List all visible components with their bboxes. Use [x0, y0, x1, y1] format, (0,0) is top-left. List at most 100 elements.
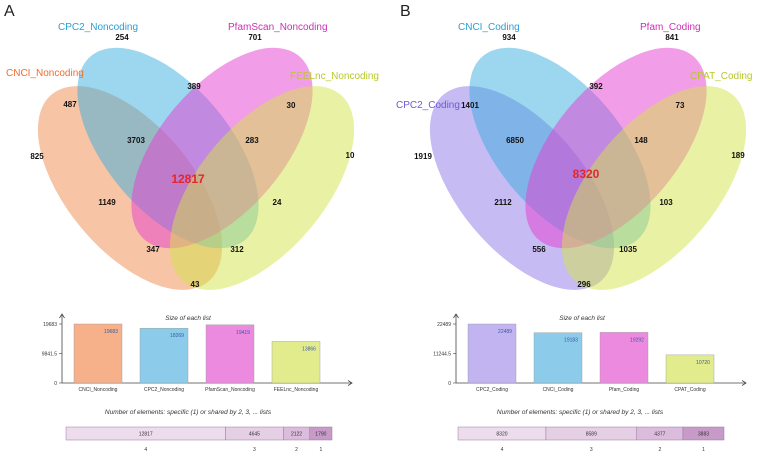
- size-chart-bar: [467, 323, 517, 384]
- venn-a-region-13: 312: [230, 245, 244, 254]
- size-chart-category-label: PfamScan_Noncoding: [205, 387, 255, 393]
- shared-chart-level-label: 1: [319, 447, 322, 453]
- venn-a-region-9: 10: [346, 151, 355, 160]
- venn-b-region-11: 2112: [494, 198, 512, 207]
- venn-b-region-3: 392: [589, 82, 603, 91]
- shared-chart-segment-value: 4645: [249, 431, 260, 437]
- size-chart-y-tick-label: 0: [54, 381, 57, 387]
- venn-a-region-5: 30: [287, 101, 296, 110]
- shared-chart-title: Number of elements: specific (1) or shar…: [497, 409, 664, 416]
- venn-b: CPC2_Coding CNCI_Coding Pfam_Coding CPAT…: [396, 22, 752, 290]
- venn-b-region-6: 1919: [414, 152, 432, 161]
- venn-a: CNCI_Noncoding CPC2_Noncoding PfamScan_N…: [6, 22, 379, 290]
- venn-a-region-12: 347: [146, 245, 160, 254]
- size-chart-bar-value: 10720: [696, 360, 710, 366]
- venn-a-region-4: 389: [187, 82, 201, 91]
- venn-a-region-14: 24: [273, 198, 282, 207]
- shared-chart-b: Number of elements: specific (1) or shar…: [457, 409, 725, 453]
- venn-a-label-4: FEELnc_Noncoding: [290, 71, 379, 82]
- venn-a-label-3: PfamScan_Noncoding: [228, 22, 328, 33]
- venn-b-region-9: 189: [731, 151, 745, 160]
- shared-chart-segment-value: 3883: [698, 431, 709, 437]
- venn-b-region-15: 296: [577, 280, 591, 289]
- venn-a-region-1: 254: [115, 33, 129, 42]
- venn-a-region-11: 1149: [98, 198, 116, 207]
- shared-chart-level-label: 3: [590, 447, 593, 453]
- size-chart-title: Size of each list: [165, 315, 212, 322]
- size-chart-y-tick-label: 19683: [43, 322, 57, 328]
- venn-b-region-14: 1035: [619, 245, 637, 254]
- size-chart-category-label: FEELnc_Noncoding: [274, 387, 319, 393]
- size-chart-bar-value: 22489: [498, 329, 512, 335]
- panel-b: B CPC2_Coding CNCI_Coding Pfam_Coding CP…: [396, 3, 752, 453]
- shared-chart-segment-value: 4377: [654, 431, 665, 437]
- size-chart-y-tick-label: 11244.5: [433, 352, 451, 358]
- size-chart-b: Size of each list 22489 11244.5 0 22489 CPC2_…: [433, 313, 747, 393]
- venn-b-region-13: 556: [532, 245, 546, 254]
- shared-chart-segment-value: 1790: [315, 431, 326, 437]
- size-chart-bar: [271, 341, 321, 384]
- venn-a-label-1: CNCI_Noncoding: [6, 68, 84, 79]
- size-chart-y-arrow: [59, 313, 65, 319]
- shared-chart-level-label: 3: [253, 447, 256, 453]
- venn-a-region-8: 283: [245, 136, 259, 145]
- size-chart-bar: [139, 328, 189, 384]
- size-chart-category-label: Pfam_Coding: [609, 387, 640, 393]
- venn-b-region-2: 841: [665, 33, 679, 42]
- size-chart-bar: [205, 324, 255, 384]
- venn-a-ellipse-4: [169, 86, 355, 290]
- size-chart-bar: [73, 323, 123, 384]
- shared-chart-level-label: 2: [295, 447, 298, 453]
- venn-b-label-4: CPAT_Coding: [690, 71, 752, 82]
- size-chart-category-label: CNCI_Coding: [543, 387, 574, 393]
- shared-chart-segment: [309, 426, 333, 441]
- size-chart-bar-value: 19419: [236, 330, 250, 336]
- venn-b-label-1: CPC2_Coding: [396, 100, 460, 111]
- size-chart-bar: [533, 332, 583, 384]
- venn-a-region-15: 43: [191, 280, 200, 289]
- shared-chart-level-label: 4: [501, 447, 504, 453]
- venn-a-label-2: CPC2_Noncoding: [58, 22, 138, 33]
- panel-letter-a: A: [4, 3, 15, 20]
- size-chart-bar-value: 18269: [170, 333, 184, 339]
- venn-a-region-2: 701: [248, 33, 262, 42]
- size-chart-y-tick-label: 9841.5: [42, 352, 58, 358]
- shared-chart-segment-value: 2122: [291, 431, 302, 437]
- venn-b-region-5: 73: [676, 101, 685, 110]
- venn-b-label-3: Pfam_Coding: [640, 22, 701, 33]
- shared-chart-a: Number of elements: specific (1) or shar…: [65, 409, 333, 453]
- size-chart-x-arrow: [347, 380, 353, 386]
- shared-chart-segment-value: 8589: [586, 431, 597, 437]
- size-chart-bar: [665, 354, 715, 384]
- venn-b-label-2: CNCI_Coding: [458, 22, 520, 33]
- size-chart-y-arrow: [453, 313, 459, 319]
- size-chart-category-label: CPC2_Coding: [476, 387, 508, 393]
- shared-chart-level-label: 1: [702, 447, 705, 453]
- shared-chart-segment-value: 8320: [496, 431, 507, 437]
- size-chart-bar-value: 19183: [564, 338, 578, 344]
- panel-letter-b: B: [400, 3, 411, 20]
- venn-a-region-3: 487: [63, 100, 77, 109]
- venn-b-region-12: 103: [659, 198, 673, 207]
- size-chart-bar-value: 19683: [104, 329, 118, 335]
- venn-b-region-7: 6850: [506, 136, 524, 145]
- size-chart-category-label: CPC2_Noncoding: [144, 387, 184, 393]
- venn-b-region-center: 8320: [573, 167, 600, 181]
- size-chart-category-label: CNCI_Noncoding: [79, 387, 118, 393]
- size-chart-x-arrow: [741, 380, 747, 386]
- shared-chart-level-label: 4: [144, 447, 147, 453]
- size-chart-y-tick-label: 0: [448, 381, 451, 387]
- size-chart-category-label: CPAT_Coding: [674, 387, 705, 393]
- shared-chart-title: Number of elements: specific (1) or shar…: [105, 409, 272, 416]
- size-chart-title: Size of each list: [559, 315, 606, 322]
- size-chart-a: Size of each list 19683 9841.5 0 19683 CNCI_N…: [42, 313, 353, 393]
- venn-a-region-6: 825: [30, 152, 44, 161]
- shared-chart-segment-value: 12817: [139, 431, 153, 437]
- size-chart-y-tick-label: 22489: [437, 322, 451, 328]
- venn-a-region-7: 3703: [127, 136, 145, 145]
- venn-a-region-center: 12817: [171, 172, 205, 186]
- venn-b-region-4: 1401: [461, 101, 479, 110]
- size-chart-bar: [599, 332, 649, 384]
- size-chart-bar-value: 13866: [302, 346, 316, 352]
